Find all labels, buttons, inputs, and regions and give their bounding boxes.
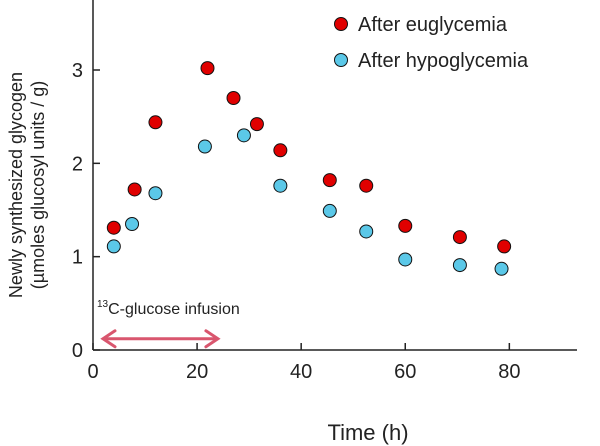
data-point-hypoglycemia — [452, 258, 467, 273]
x-tick-label: 20 — [186, 361, 208, 383]
legend-label-hypoglycemia: After hypoglycemia — [358, 50, 529, 72]
data-point-hypoglycemia — [106, 239, 121, 254]
data-point-hypoglycemia — [125, 217, 140, 231]
x-tick-label: 40 — [290, 361, 312, 383]
legend-marker-euglycemia — [334, 17, 348, 31]
data-point-euglycemia — [359, 178, 374, 193]
data-point-hypoglycemia — [398, 252, 413, 267]
infusion-annotation-label: 13C-glucose infusion — [97, 299, 240, 318]
infusion-arrow-head-right — [204, 329, 221, 349]
data-point-euglycemia — [322, 173, 337, 188]
data-point-euglycemia — [452, 230, 467, 245]
data-point-euglycemia — [148, 115, 163, 130]
y-tick-label: 0 — [72, 340, 83, 362]
y-axis-label-line-2: (µmoles glucosyl units / g) — [28, 81, 48, 289]
infusion-annotation-superscript: 13 — [97, 299, 109, 310]
data-point-euglycemia — [200, 61, 215, 76]
x-axis-label: Time (h) — [327, 420, 408, 445]
x-tick-label: 80 — [498, 361, 520, 383]
infusion-annotation-text: C-glucose infusion — [108, 301, 240, 318]
data-point-hypoglycemia — [322, 203, 337, 218]
y-tick-label: 1 — [72, 247, 83, 269]
infusion-annotation: 13C-glucose infusion — [97, 299, 240, 349]
data-point-hypoglycemia — [273, 178, 288, 193]
infusion-arrow-head-left — [100, 329, 117, 349]
data-points — [106, 61, 512, 276]
data-point-hypoglycemia — [197, 139, 212, 154]
data-point-hypoglycemia — [494, 261, 509, 276]
data-point-euglycemia — [249, 117, 264, 132]
y-ticks: 0 1 2 3 — [72, 60, 100, 362]
y-tick-label: 2 — [72, 153, 83, 175]
legend: After euglycemia After hypoglycemia — [334, 14, 529, 72]
data-point-euglycemia — [226, 91, 241, 105]
y-axis-label: Newly synthesized glycogen (µmoles gluco… — [6, 72, 48, 298]
data-point-hypoglycemia — [236, 128, 251, 143]
y-axis-label-line-1: Newly synthesized glycogen — [6, 72, 26, 298]
data-point-euglycemia — [497, 239, 512, 254]
legend-marker-hypoglycemia — [334, 53, 348, 67]
data-point-euglycemia — [127, 182, 142, 197]
data-point-hypoglycemia — [359, 224, 374, 239]
x-ticks: 0 20 40 60 80 — [87, 343, 520, 383]
data-point-hypoglycemia — [148, 186, 163, 201]
legend-label-euglycemia: After euglycemia — [358, 14, 508, 36]
axes — [92, 0, 577, 351]
x-tick-label: 60 — [394, 361, 416, 383]
data-point-euglycemia — [273, 143, 288, 158]
y-tick-label: 3 — [72, 60, 83, 82]
data-point-euglycemia — [106, 220, 121, 235]
data-point-euglycemia — [398, 218, 413, 233]
x-tick-label: 0 — [87, 361, 98, 383]
